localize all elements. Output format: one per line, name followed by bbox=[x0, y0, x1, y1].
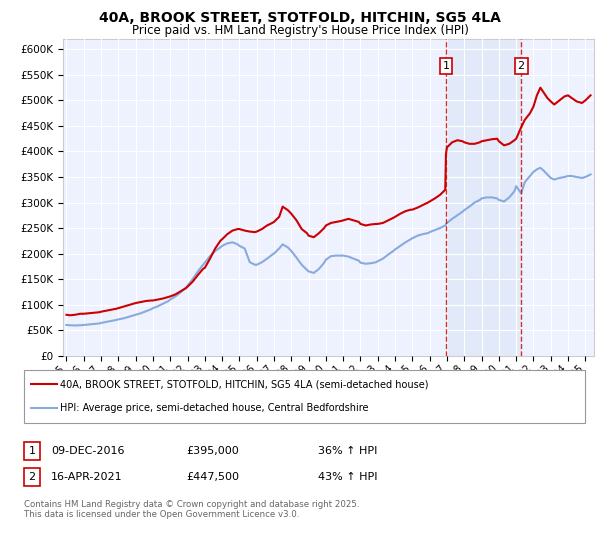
Text: 40A, BROOK STREET, STOTFOLD, HITCHIN, SG5 4LA (semi-detached house): 40A, BROOK STREET, STOTFOLD, HITCHIN, SG… bbox=[60, 380, 428, 390]
Text: 1: 1 bbox=[29, 446, 35, 456]
Text: 2: 2 bbox=[29, 472, 35, 482]
Text: 36% ↑ HPI: 36% ↑ HPI bbox=[318, 446, 377, 456]
Text: 43% ↑ HPI: 43% ↑ HPI bbox=[318, 472, 377, 482]
Text: 1: 1 bbox=[442, 61, 449, 71]
Text: 40A, BROOK STREET, STOTFOLD, HITCHIN, SG5 4LA: 40A, BROOK STREET, STOTFOLD, HITCHIN, SG… bbox=[99, 11, 501, 25]
Text: 2: 2 bbox=[518, 61, 525, 71]
Text: 09-DEC-2016: 09-DEC-2016 bbox=[51, 446, 125, 456]
Text: Contains HM Land Registry data © Crown copyright and database right 2025.
This d: Contains HM Land Registry data © Crown c… bbox=[24, 500, 359, 519]
Text: £395,000: £395,000 bbox=[186, 446, 239, 456]
Text: 16-APR-2021: 16-APR-2021 bbox=[51, 472, 122, 482]
Text: Price paid vs. HM Land Registry's House Price Index (HPI): Price paid vs. HM Land Registry's House … bbox=[131, 24, 469, 36]
Bar bbox=[446, 39, 521, 356]
Text: £447,500: £447,500 bbox=[186, 472, 239, 482]
Text: HPI: Average price, semi-detached house, Central Bedfordshire: HPI: Average price, semi-detached house,… bbox=[60, 403, 368, 413]
